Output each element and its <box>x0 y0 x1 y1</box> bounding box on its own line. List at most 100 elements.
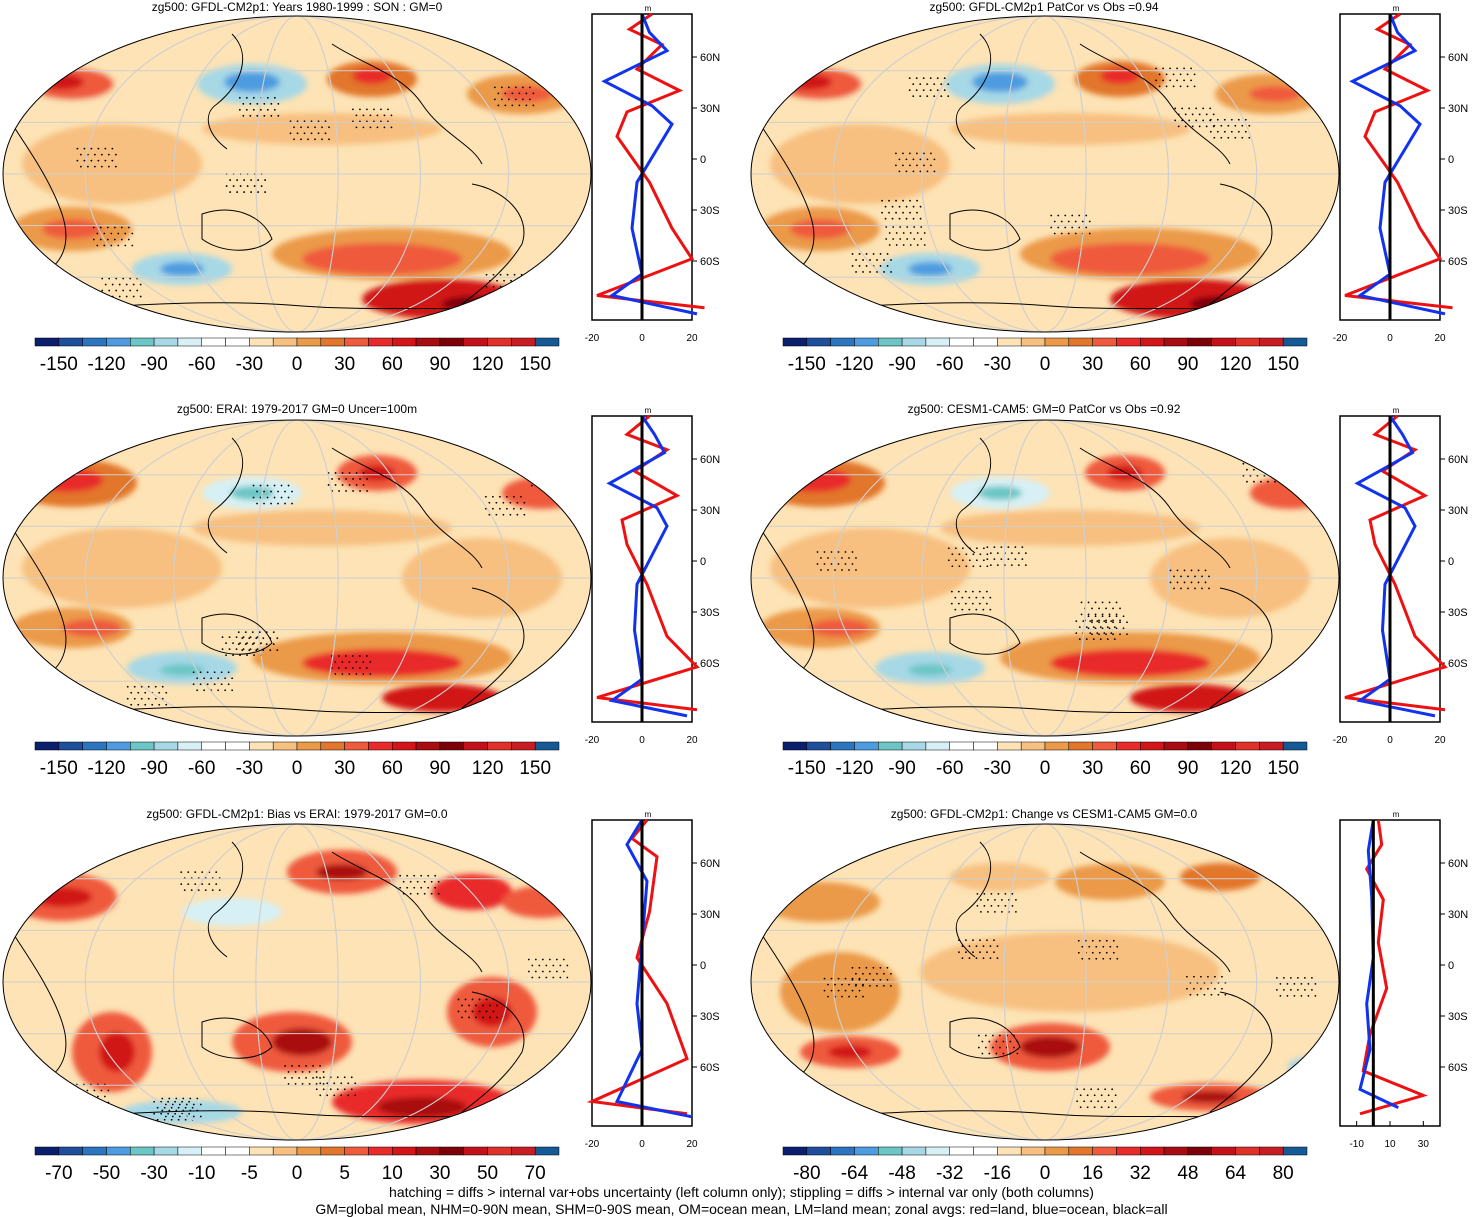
colorbar-box-14 <box>1116 337 1141 347</box>
profile-units: m <box>1393 4 1400 13</box>
africa-coast <box>759 527 815 679</box>
stippling <box>851 67 1251 273</box>
colorbar-box-11 <box>296 337 322 347</box>
field-contour-5 <box>828 1045 872 1059</box>
colorbar-tick-1: -64 <box>841 1163 869 1184</box>
colorbar-tick-6: 30 <box>334 354 355 375</box>
colorbar-box-6 <box>925 741 950 751</box>
map-outline <box>750 419 1340 737</box>
north-america-coast <box>1079 851 1231 973</box>
profile-land-line <box>1344 12 1453 310</box>
colorbar-tick-1: -120 <box>87 354 125 375</box>
south-america-coast <box>1209 587 1273 709</box>
colorbar-box-13 <box>344 337 369 347</box>
colorbar-tick-6: 30 <box>1082 758 1103 779</box>
colorbar-box-8 <box>973 337 998 347</box>
field-contour-16 <box>1190 296 1250 312</box>
map-outline <box>2 15 592 333</box>
field-contour-18 <box>22 124 202 204</box>
colorbar-tick-2: -48 <box>888 1163 915 1184</box>
colorbar-box-0 <box>782 741 808 751</box>
colorbar-box-13 <box>1092 741 1117 751</box>
profile-x-label-0: -20 <box>585 1139 600 1150</box>
colorbar-box-5 <box>901 741 927 751</box>
panel-6-map <box>750 823 1340 1141</box>
colorbar-tick-2: -30 <box>140 1163 167 1184</box>
colorbar-box-4 <box>130 337 155 347</box>
colorbar-tick-8: 48 <box>1177 1163 1198 1184</box>
colorbar-box-6 <box>177 741 202 751</box>
colorbar-tick-8: 90 <box>1177 758 1198 779</box>
colorbar-box-0 <box>782 337 808 347</box>
colorbar-box-9 <box>997 337 1022 347</box>
profile-lat-label-2: 0 <box>700 556 706 568</box>
colorbar-box-1 <box>58 337 83 347</box>
profile-lat-label-0: 60N <box>1448 454 1468 466</box>
profile-ocean-line <box>614 819 693 1119</box>
colorbar-box-3 <box>854 741 879 751</box>
colorbar-box-15 <box>1140 1146 1165 1156</box>
field-contour-10 <box>272 1028 332 1056</box>
colorbar-tick-9: 120 <box>472 354 504 375</box>
profile-lat-label-1: 30N <box>1448 505 1468 517</box>
profile-ocean-line <box>606 415 688 718</box>
colorbar-box-7 <box>949 1146 974 1156</box>
colorbar-box-17 <box>1187 337 1212 347</box>
field-contour-15 <box>22 528 222 608</box>
profile-lat-label-0: 60N <box>700 858 720 870</box>
colorbar-tick-0: -70 <box>45 1163 72 1184</box>
profile-lat-label-3: 30S <box>1448 607 1468 619</box>
field-contour-14 <box>940 510 1200 546</box>
colorbar-tick-9: 120 <box>472 758 504 779</box>
field-contour-11 <box>920 932 1220 1012</box>
colorbar-box-21 <box>534 741 560 751</box>
australia-coast <box>949 209 1021 251</box>
panel-3-map <box>2 419 592 737</box>
colorbar-box-19 <box>1235 1146 1260 1156</box>
graticule <box>3 824 591 1140</box>
asia-coast <box>207 841 244 958</box>
colorbar-box-12 <box>1068 337 1093 347</box>
colorbar-box-5 <box>153 337 179 347</box>
colorbar-box-10 <box>272 741 298 751</box>
asia-coast <box>955 841 992 958</box>
panel-3-zonal-profile: m 60N 30N 0 30S 60S -20 0 20 <box>585 406 720 746</box>
stippling <box>823 892 1317 1109</box>
colorbar-tick-1: -50 <box>93 1163 120 1184</box>
panel-4-map <box>750 419 1340 737</box>
colorbar-tick-4: -30 <box>236 354 263 375</box>
colorbar-box-1 <box>806 337 831 347</box>
asia-coast <box>207 437 244 554</box>
australia-coast <box>949 613 1021 655</box>
colorbar-box-18 <box>1211 741 1236 751</box>
field-contour-17 <box>202 113 442 145</box>
profile-x-label-2: 20 <box>1434 333 1446 344</box>
field-contour-4 <box>972 72 1028 92</box>
colorbar-box-5 <box>901 1146 927 1156</box>
asia-coast <box>955 437 992 554</box>
colorbar-box-5 <box>901 337 927 347</box>
panel-2-title: zg500: GFDL-CM2p1 PatCor vs Obs =0.94 <box>929 0 1159 14</box>
colorbar-box-6 <box>925 337 950 347</box>
profile-ocean-line <box>1349 13 1446 316</box>
south-america-coast <box>461 183 525 305</box>
profile-lat-label-1: 30N <box>1448 909 1468 921</box>
profile-lat-label-1: 30N <box>700 505 720 517</box>
profile-ocean-line <box>1354 415 1436 718</box>
colorbar-tick-2: -90 <box>140 354 167 375</box>
colorbar-tick-7: 10 <box>382 1163 403 1184</box>
panel-1-colorbar: -150 -120 -90 -60 -30 0 30 60 90 120 150 <box>34 337 560 375</box>
colorbar-box-2 <box>82 1146 107 1156</box>
profile-x-label-1: 0 <box>1387 735 1393 746</box>
field-contour-8 <box>62 619 122 637</box>
colorbar-box-19 <box>487 337 512 347</box>
africa-coast <box>11 931 67 1083</box>
colorbar-box-0 <box>34 337 60 347</box>
asia-coast <box>955 33 992 150</box>
colorbar-tick-1: -120 <box>835 354 873 375</box>
colorbar-box-1 <box>58 1146 83 1156</box>
colorbar-box-2 <box>830 1146 855 1156</box>
colorbar-box-12 <box>320 337 345 347</box>
colorbar-box-18 <box>463 1146 488 1156</box>
map-outline <box>750 15 1340 333</box>
